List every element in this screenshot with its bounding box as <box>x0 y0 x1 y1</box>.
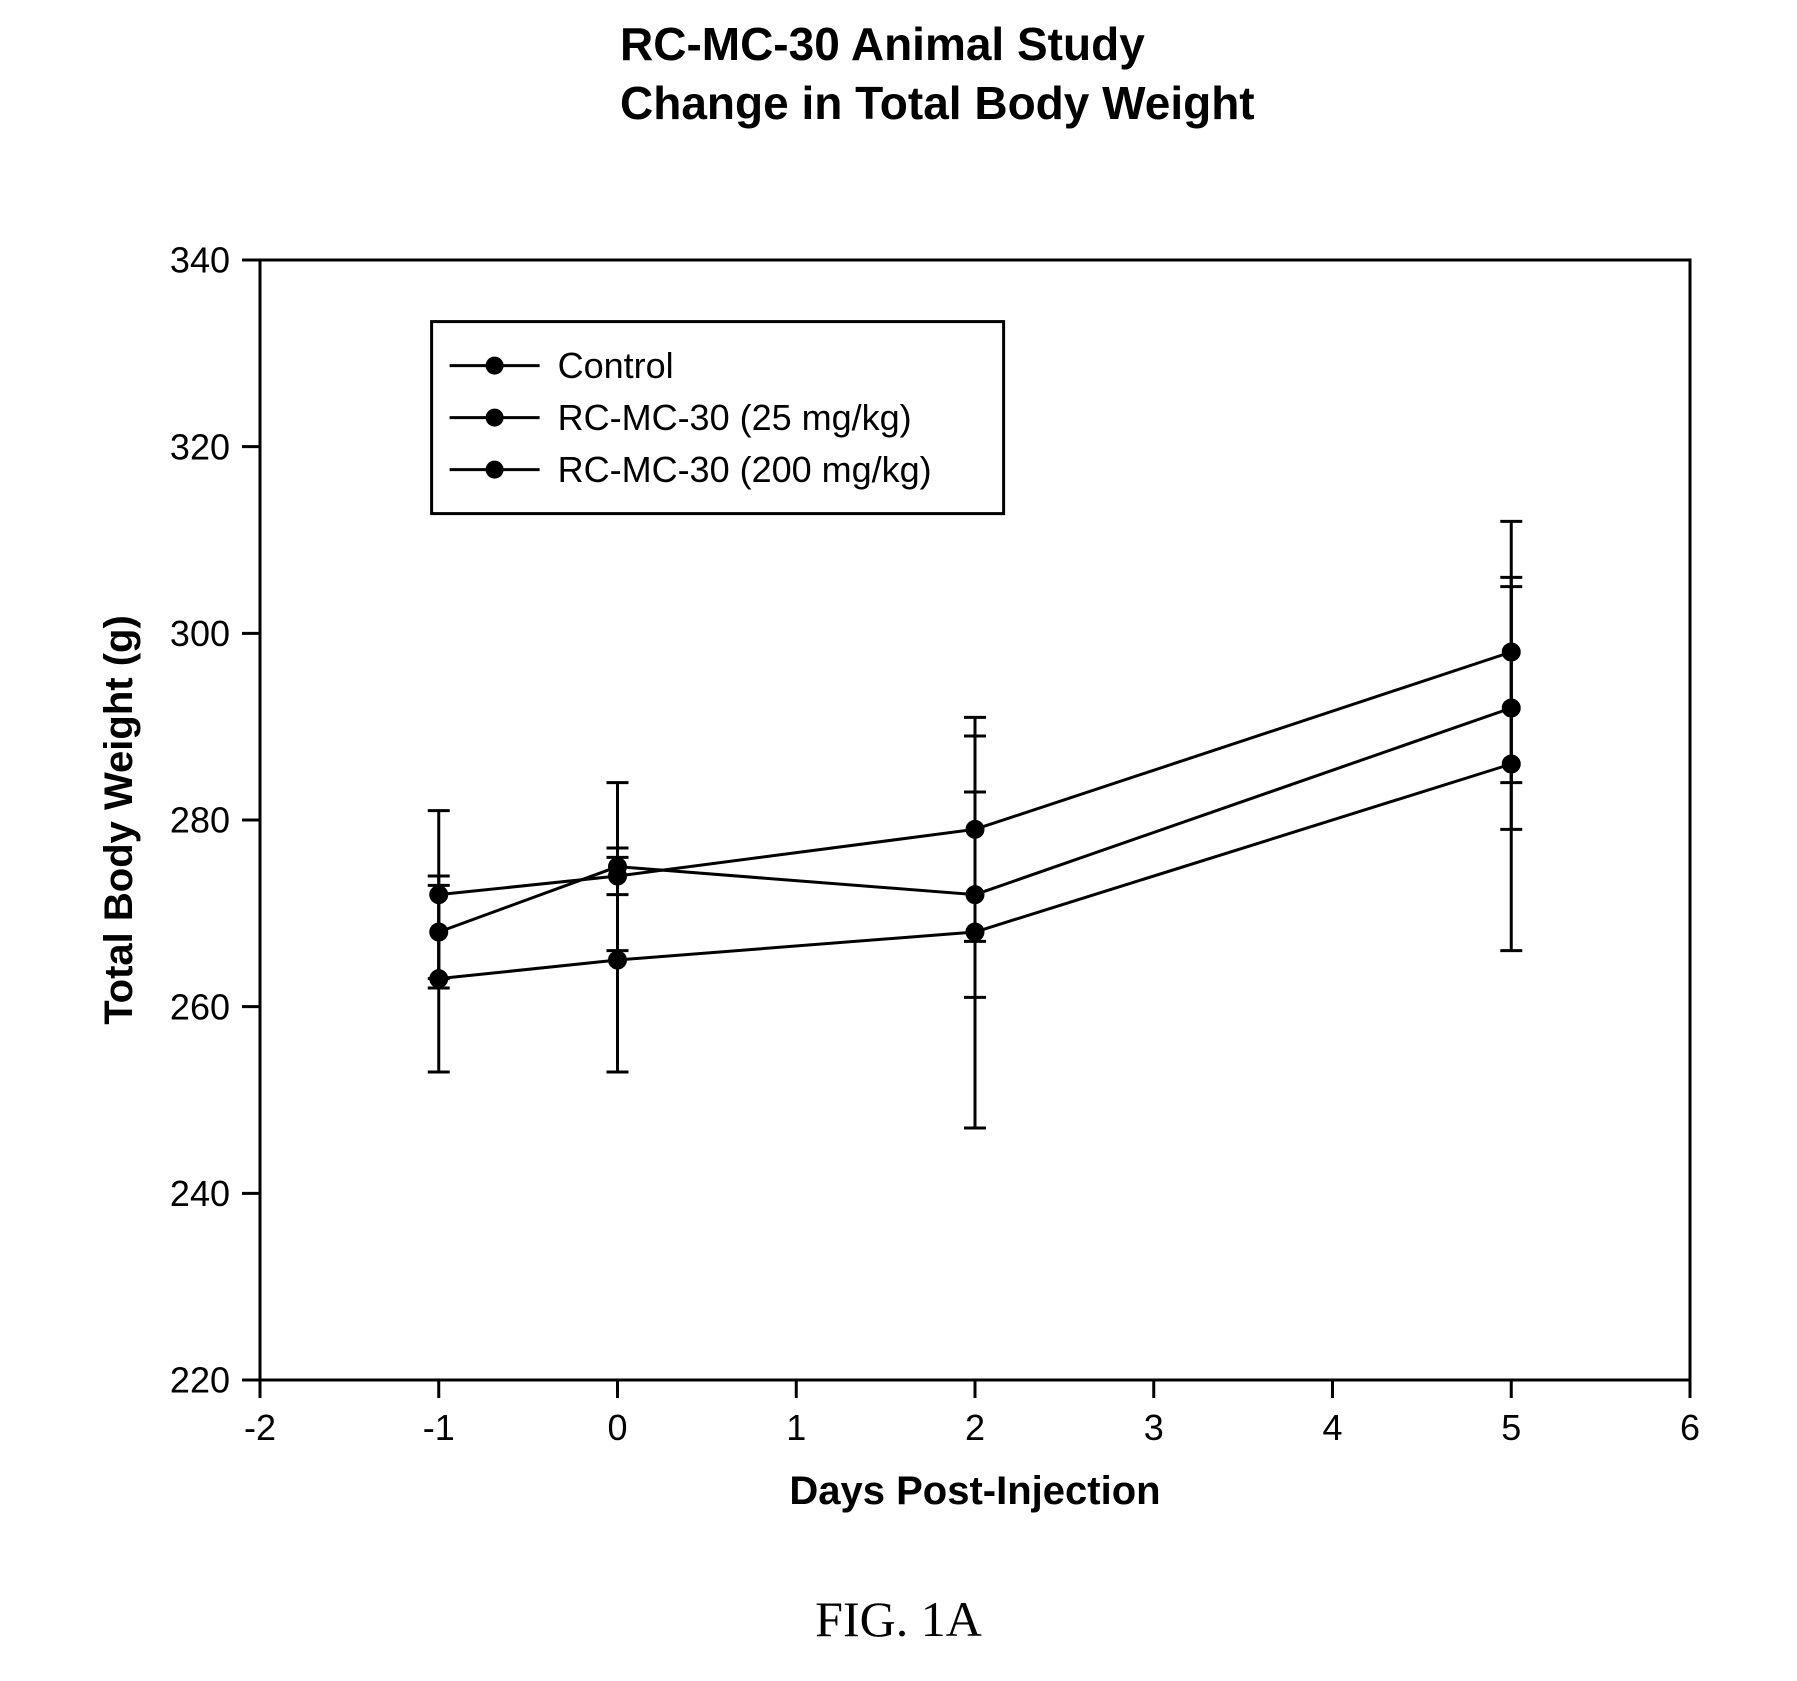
data-marker <box>966 820 984 838</box>
y-axis-label: Total Body Weight (g) <box>100 615 141 1025</box>
x-tick-label: 0 <box>607 1407 627 1448</box>
chart-svg: -2 -1 0 1 2 3 4 5 6 220 240 260 280 300 320 340 Days Pos… <box>100 240 1740 1550</box>
y-tick-label: 320 <box>170 426 230 467</box>
y-tick-label: 220 <box>170 1360 230 1401</box>
y-tick-label: 240 <box>170 1173 230 1214</box>
data-marker <box>1502 643 1520 661</box>
x-tick-label: 3 <box>1144 1407 1164 1448</box>
x-axis-label: Days Post-Injection <box>789 1469 1160 1513</box>
x-tick-label: 4 <box>1322 1407 1342 1448</box>
data-marker <box>430 886 448 904</box>
y-tick-label: 280 <box>170 800 230 841</box>
figure-label: FIG. 1A <box>0 1590 1797 1648</box>
chart-title-line-1: RC-MC-30 Animal Study <box>620 18 1797 71</box>
x-tick-label: 1 <box>786 1407 806 1448</box>
data-marker <box>609 951 627 969</box>
y-tick-label: 260 <box>170 986 230 1027</box>
plot-area: -2 -1 0 1 2 3 4 5 6 220 240 260 280 300 320 340 Days Pos… <box>100 240 1740 1550</box>
legend-item-label: RC-MC-30 (25 mg/kg) <box>558 397 912 438</box>
legend-item-label: RC-MC-30 (200 mg/kg) <box>558 449 932 490</box>
legend: Control RC-MC-30 (25 mg/kg) RC-MC-30 (200 … <box>432 322 1004 514</box>
page: RC-MC-30 Animal Study Change in Total Bo… <box>0 0 1797 1681</box>
y-tick-label: 340 <box>170 240 230 281</box>
data-marker <box>609 867 627 885</box>
x-tick-label: 5 <box>1501 1407 1521 1448</box>
chart-title-block: RC-MC-30 Animal Study Change in Total Bo… <box>0 18 1797 130</box>
x-tick-label: -2 <box>244 1407 276 1448</box>
x-tick-label: 6 <box>1680 1407 1700 1448</box>
chart-title-line-2: Change in Total Body Weight <box>620 77 1797 130</box>
x-tick-label: -1 <box>423 1407 455 1448</box>
legend-item-label: Control <box>558 345 674 386</box>
y-tick-label: 300 <box>170 613 230 654</box>
x-tick-label: 2 <box>965 1407 985 1448</box>
